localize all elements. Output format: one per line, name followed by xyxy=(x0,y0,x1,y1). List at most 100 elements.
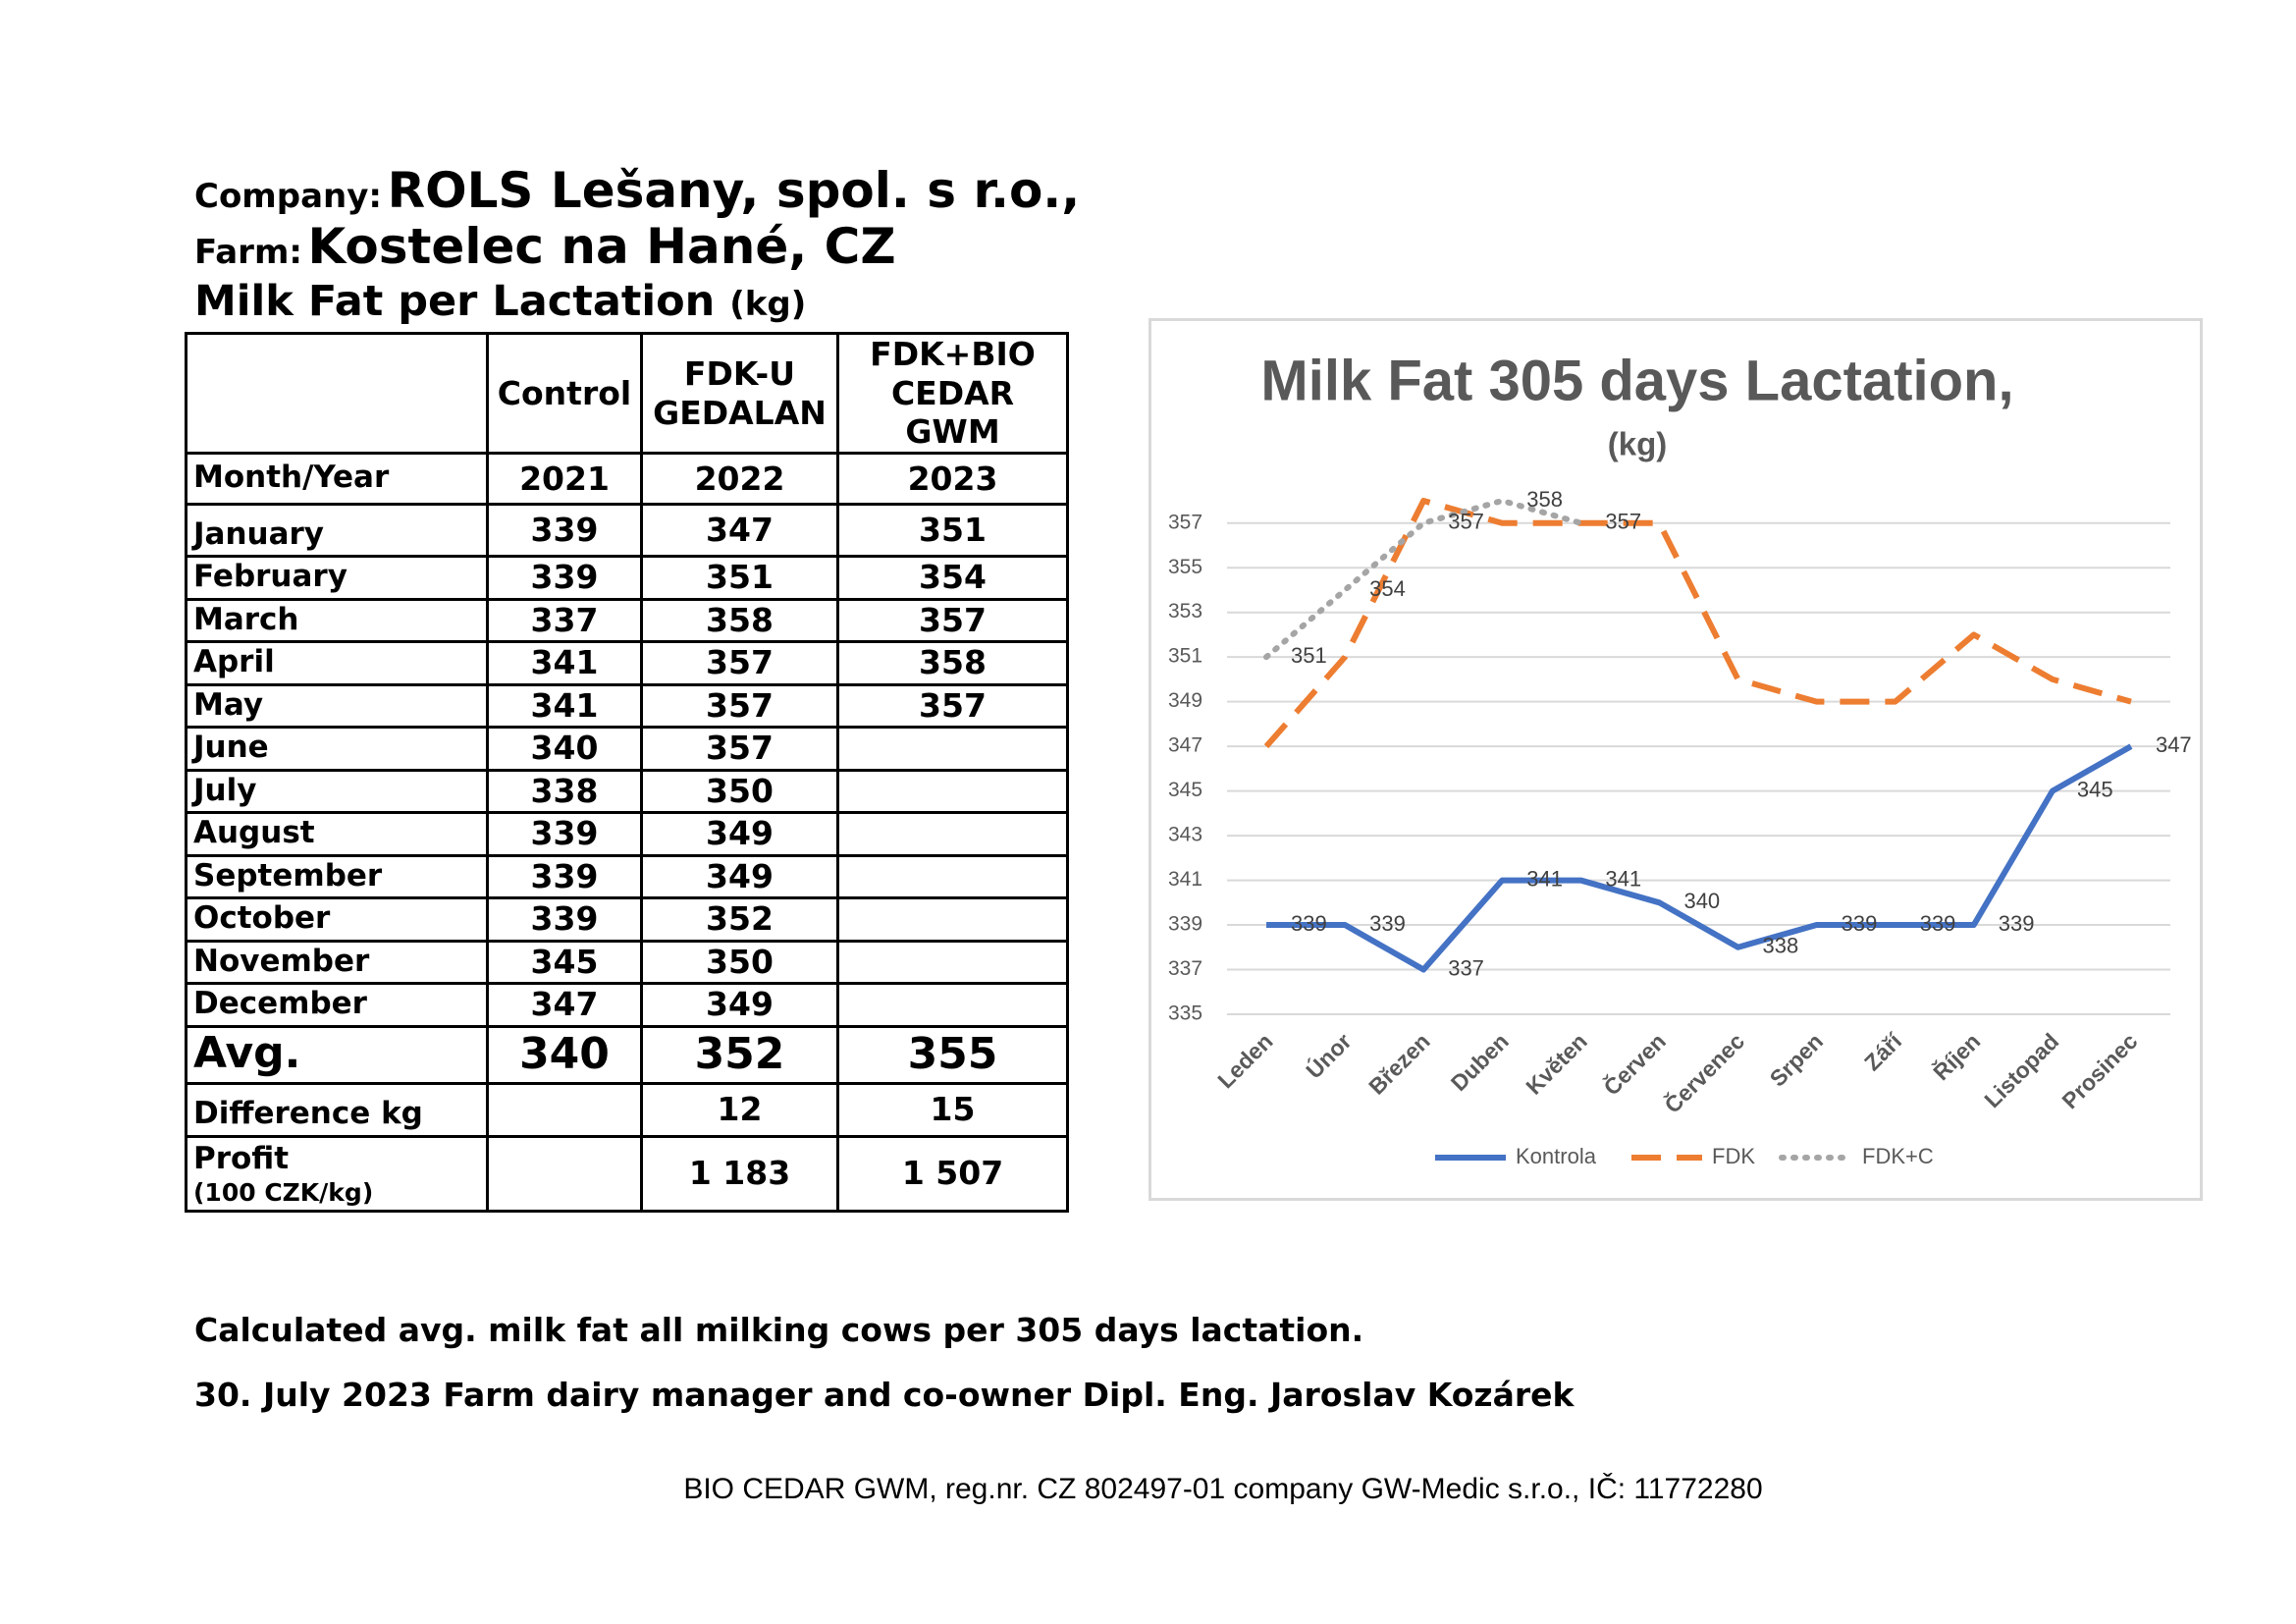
table-row: Difference kg 12 15 xyxy=(185,1081,1069,1138)
cell-text: 337 xyxy=(530,600,599,639)
cell-text: 339 xyxy=(530,899,599,939)
cell-text: 357 xyxy=(706,729,774,768)
cell-text: 352 xyxy=(706,899,774,939)
cell-text: 338 xyxy=(530,771,599,810)
table-row: Profit (100 CZK/kg) 1 183 1 507 xyxy=(185,1134,1069,1213)
table-cell: April xyxy=(185,640,489,686)
table-row: January 339 347 351 xyxy=(185,503,1069,558)
table-cell: February xyxy=(185,555,489,601)
table-cell: 338 xyxy=(486,768,643,814)
table-cell xyxy=(486,1081,643,1138)
chart-subtitle: (kg) xyxy=(1608,426,1668,462)
table-cell: 2021 xyxy=(486,452,643,506)
cell-text: FDK+BIO CEDAR GWM xyxy=(870,335,1036,452)
table-cell: 349 xyxy=(640,811,839,857)
data-label: 345 xyxy=(2077,777,2113,801)
x-tick-label: Červen xyxy=(1598,1027,1671,1100)
cell-text: 350 xyxy=(706,771,774,810)
cell-text: 355 xyxy=(907,1028,998,1079)
table-cell: FDK+BIO CEDAR GWM xyxy=(836,332,1069,455)
cell-text: January xyxy=(193,515,325,552)
company-line: Company: ROLS Lešany, spol. s r.o., xyxy=(194,162,1080,219)
table-cell: 357 xyxy=(640,682,839,729)
table-cell: June xyxy=(185,726,489,772)
cell-text: 341 xyxy=(530,643,599,682)
table-cell: November xyxy=(185,939,489,985)
y-tick-label: 335 xyxy=(1168,1002,1202,1025)
table-cell xyxy=(836,811,1069,857)
table-cell: 354 xyxy=(836,555,1069,601)
table-cell: 347 xyxy=(640,503,839,558)
table-cell: May xyxy=(185,682,489,729)
table-cell xyxy=(836,896,1069,943)
cell-text: 352 xyxy=(694,1028,785,1079)
table-row: December 347 349 xyxy=(185,982,1069,1028)
table-cell: July xyxy=(185,768,489,814)
cell-text: 341 xyxy=(530,685,599,725)
table-cell: 357 xyxy=(836,682,1069,729)
cell-text: March xyxy=(193,601,299,637)
table-cell: 358 xyxy=(640,597,839,643)
cell-text: 340 xyxy=(530,729,599,768)
cell-text: 340 xyxy=(519,1028,610,1079)
cell-text: 351 xyxy=(706,558,774,597)
table-cell xyxy=(486,1134,643,1213)
data-label: 354 xyxy=(1369,576,1406,601)
cell-text: November xyxy=(193,943,370,979)
x-tick-label: Březen xyxy=(1363,1028,1435,1100)
data-label: 339 xyxy=(1842,911,1878,936)
table-cell: 352 xyxy=(640,896,839,943)
table-cell: 347 xyxy=(486,982,643,1028)
table-cell: Profit (100 CZK/kg) xyxy=(185,1134,489,1213)
cell-text: Month/Year xyxy=(193,459,390,495)
table-cell: 339 xyxy=(486,853,643,899)
y-tick-label: 341 xyxy=(1168,868,1202,891)
y-tick-label: 349 xyxy=(1168,689,1202,712)
table-cell: Difference kg xyxy=(185,1081,489,1138)
table-cell: 341 xyxy=(486,682,643,729)
table-cell: 350 xyxy=(640,939,839,985)
data-label: 339 xyxy=(1920,911,1956,936)
y-tick-label: 337 xyxy=(1168,957,1202,980)
x-tick-label: Září xyxy=(1859,1027,1907,1075)
table-cell xyxy=(836,982,1069,1028)
cell-text: 358 xyxy=(919,643,987,682)
table-cell: 351 xyxy=(640,555,839,601)
cell-text: September xyxy=(193,857,383,893)
cell-text: April xyxy=(193,644,275,680)
table-cell xyxy=(836,853,1069,899)
cell-text: 357 xyxy=(706,685,774,725)
farm-label: Farm: xyxy=(194,233,302,272)
footer-company: BIO CEDAR GWM, reg.nr. CZ 802497-01 comp… xyxy=(683,1473,1763,1505)
cell-text: 339 xyxy=(530,856,599,895)
table-cell: January xyxy=(185,503,489,558)
farm: Kostelec na Hané, CZ xyxy=(307,218,896,275)
x-tick-label: Únor xyxy=(1301,1027,1357,1083)
table-cell: 351 xyxy=(836,503,1069,558)
table-cell xyxy=(836,726,1069,772)
data-label: 347 xyxy=(2156,732,2192,757)
cell-text: October xyxy=(193,900,331,937)
cell-text: 12 xyxy=(717,1090,763,1129)
cell-text: 349 xyxy=(706,814,774,853)
table-cell: 357 xyxy=(640,726,839,772)
cell-text: 1 507 xyxy=(901,1154,1004,1193)
subject-unit: (kg) xyxy=(729,285,807,324)
table-cell: 349 xyxy=(640,853,839,899)
x-tick-label: Srpen xyxy=(1765,1028,1828,1091)
series-line xyxy=(1266,743,2133,973)
table-cell: FDK-U GEDALAN xyxy=(640,332,839,455)
cell-text: 349 xyxy=(706,856,774,895)
table-row: February 339 351 354 xyxy=(185,555,1069,601)
table-cell: August xyxy=(185,811,489,857)
cell-text: Control xyxy=(497,373,632,412)
legend-label: Kontrola xyxy=(1516,1144,1597,1168)
table-cell: 15 xyxy=(836,1081,1069,1138)
table-cell: 355 xyxy=(836,1024,1069,1085)
table-cell: 339 xyxy=(486,896,643,943)
table-cell: 352 xyxy=(640,1024,839,1085)
table-cell: 339 xyxy=(486,503,643,558)
table-cell: 1 183 xyxy=(640,1134,839,1213)
data-label: 339 xyxy=(1369,911,1406,936)
cell-note: (100 CZK/kg) xyxy=(193,1177,374,1207)
